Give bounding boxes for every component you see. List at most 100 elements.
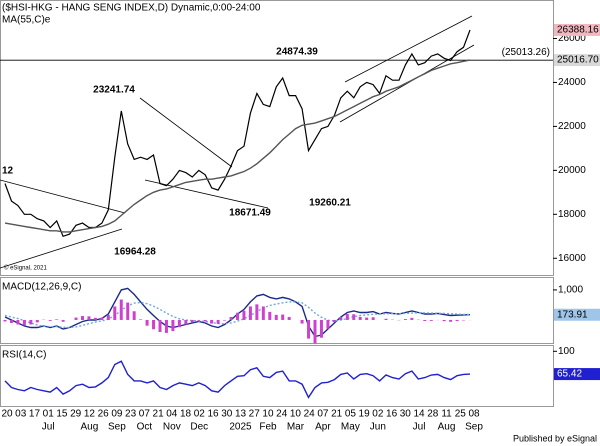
x-month-label: Mar	[287, 422, 305, 433]
x-tick-label: 14	[413, 409, 425, 420]
x-tick-label: 10	[290, 409, 302, 420]
y-tick-label: 18000	[558, 209, 586, 220]
price-annotation: 23241.74	[93, 85, 135, 96]
histogram-bar	[171, 319, 175, 332]
histogram-bar	[384, 318, 388, 320]
histogram-bar	[9, 319, 13, 323]
histogram-bar	[423, 319, 427, 322]
histogram-bar	[300, 319, 304, 324]
histogram-bar	[358, 316, 362, 320]
histogram-bar	[184, 319, 188, 325]
macd-panel	[0, 277, 554, 344]
series-legend: MA(55,C)e	[2, 15, 51, 26]
x-tick-label: 27	[249, 409, 261, 420]
x-tick-label: 18	[180, 409, 192, 420]
histogram-bar	[177, 319, 181, 328]
histogram-bar	[22, 319, 26, 326]
histogram-bar	[236, 312, 239, 320]
histogram-bar	[229, 316, 233, 320]
histogram-bar	[242, 310, 246, 320]
histogram-bar	[119, 299, 123, 320]
histogram-bar	[106, 314, 110, 320]
x-month-label: Oct	[137, 422, 153, 433]
trend-line	[344, 15, 473, 83]
x-month-label: Sep	[465, 422, 483, 433]
histogram-bar	[429, 319, 433, 321]
trend-line	[0, 228, 123, 269]
x-tick-label: 21	[153, 409, 165, 420]
x-tick-label: 16	[207, 409, 219, 420]
histogram-bar	[248, 306, 252, 320]
histogram-bar	[345, 313, 349, 320]
x-tick-label: 13	[235, 409, 247, 420]
y-tick-label: 20000	[558, 165, 586, 176]
histogram-bar	[61, 319, 65, 322]
histogram-bar	[152, 319, 156, 330]
histogram-bar	[223, 319, 227, 321]
x-month-label: 2025	[229, 422, 252, 433]
reference-label: (25013.26)	[502, 47, 550, 58]
histogram-bar	[442, 319, 446, 322]
histogram-bar	[48, 319, 52, 321]
histogram-bar	[113, 306, 117, 320]
x-tick-label: 02	[194, 409, 206, 420]
histogram-bar	[3, 319, 7, 322]
histogram-bar	[100, 317, 104, 320]
value-tag	[554, 368, 600, 381]
x-tick-label: 25	[455, 409, 467, 420]
x-tick-label: 19	[359, 409, 371, 420]
histogram-bar	[281, 314, 285, 320]
histogram-bar	[203, 319, 207, 322]
histogram-bar	[371, 317, 375, 320]
histogram-bar	[261, 306, 265, 320]
x-tick-label: 30	[221, 409, 233, 420]
trend-line	[139, 97, 233, 168]
histogram-bar	[339, 316, 343, 320]
x-tick-label: 03	[15, 409, 27, 420]
histogram-bar	[164, 319, 168, 333]
value-tag	[554, 308, 600, 321]
x-tick-label: 05	[345, 409, 357, 420]
price-annotation: 12	[2, 166, 14, 177]
x-month-label: Aug	[81, 422, 99, 433]
histogram-bar	[139, 319, 143, 320]
y-tick-label: 16000	[558, 253, 586, 264]
series-line	[4, 59, 471, 233]
histogram-bar	[319, 319, 323, 338]
value-tag-label: 25016.70	[557, 55, 599, 66]
x-tick-label: 26	[98, 409, 110, 420]
histogram-bar	[365, 317, 369, 320]
histogram-bar	[313, 319, 317, 344]
trend-line	[0, 179, 126, 214]
histogram-bar	[35, 319, 39, 323]
x-tick-label: 08	[468, 409, 480, 420]
histogram-bar	[74, 317, 78, 320]
x-tick-label: 17	[29, 409, 41, 420]
histogram-bar	[210, 319, 214, 324]
x-tick-label: 12	[84, 409, 96, 420]
price-annotation: 16964.28	[114, 247, 156, 258]
histogram-bar	[216, 319, 220, 324]
x-month-label: Jul	[42, 422, 55, 433]
histogram-bar	[255, 304, 259, 320]
histogram-bar	[403, 319, 407, 320]
histogram-bar	[268, 311, 272, 320]
x-tick-label: 10	[262, 409, 274, 420]
x-tick-label: 23	[125, 409, 137, 420]
histogram-bar	[81, 316, 84, 320]
x-tick-label: 11	[441, 409, 452, 420]
x-tick-label: 01	[43, 409, 55, 420]
x-tick-label: 07	[317, 409, 329, 420]
x-tick-label: 21	[331, 409, 343, 420]
value-tag-label: 26388.16	[557, 25, 599, 36]
series-line	[4, 360, 471, 399]
trend-line	[339, 44, 475, 123]
series-line	[4, 301, 471, 329]
watermark: © eSignal, 2021	[4, 265, 47, 272]
histogram-bar	[449, 319, 453, 322]
histogram-bar	[287, 316, 291, 320]
x-tick-label: 02	[372, 409, 384, 420]
series-legend: ($HSI-HKG - HANG SENG INDEX,D) Dynamic,0…	[2, 3, 261, 14]
